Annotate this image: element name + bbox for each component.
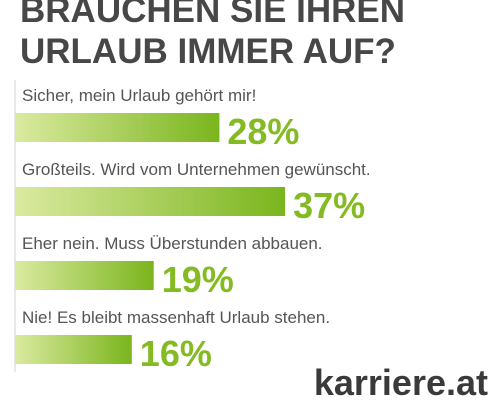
category-label: Großteils. Wird vom Unternehmen gewünsch… (22, 160, 371, 179)
value-label: 16% (140, 333, 212, 374)
category-label: Eher nein. Muss Überstunden abbauen. (22, 234, 323, 253)
value-label: 28% (227, 111, 299, 152)
bar (15, 187, 286, 216)
title-line: BRAUCHEN SIE IHREN (20, 0, 405, 30)
category-label: Sicher, mein Urlaub gehört mir! (22, 86, 256, 105)
value-label: 37% (293, 185, 365, 226)
bar (15, 113, 220, 142)
bar (15, 261, 154, 290)
title-line: URLAUB IMMER AUF? (20, 32, 396, 71)
value-label: 19% (162, 259, 234, 300)
logo: karriere.at (314, 362, 488, 400)
bar (15, 335, 132, 364)
category-label: Nie! Es bleibt massenhaft Urlaub stehen. (22, 308, 330, 327)
